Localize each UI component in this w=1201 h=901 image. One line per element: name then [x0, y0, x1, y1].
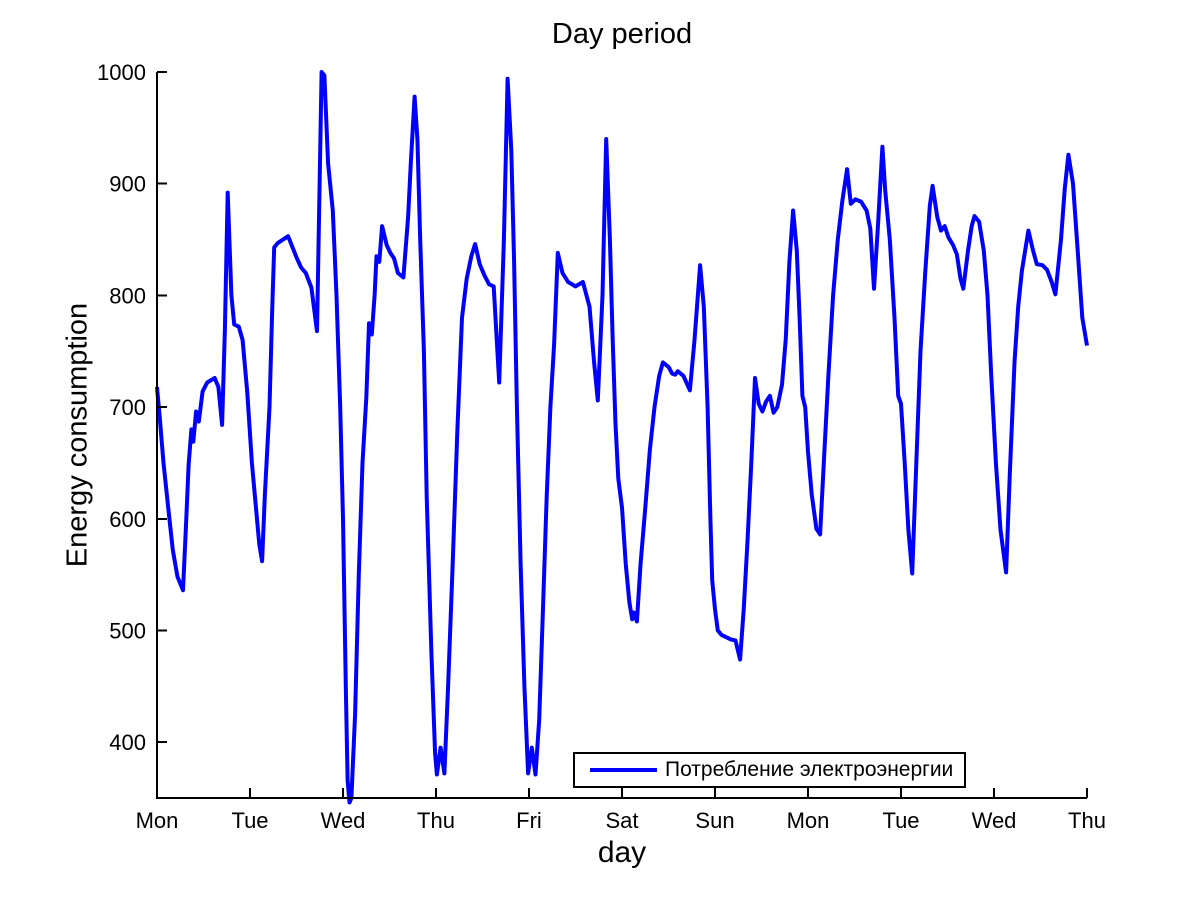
legend-line-sample	[590, 768, 657, 772]
y-tick-label: 900	[109, 172, 146, 197]
y-tick-label: 600	[109, 507, 146, 532]
y-tick-label: 700	[109, 395, 146, 420]
x-axis-label: day	[597, 836, 647, 869]
x-tick-label: Wed	[321, 808, 366, 833]
x-tick-label: Mon	[136, 808, 179, 833]
x-tick-label: Mon	[787, 808, 830, 833]
legend-label: Потребление электроэнергии	[665, 758, 954, 781]
x-tick-label: Tue	[882, 808, 919, 833]
x-tick-label: Sun	[695, 808, 734, 833]
legend: Потребление электроэнергии	[573, 752, 966, 788]
x-tick-label: Thu	[417, 808, 455, 833]
y-tick-label: 500	[109, 618, 146, 643]
y-axis-label: Energy consumption	[61, 302, 94, 568]
chart-title: Day period	[551, 18, 693, 50]
y-tick-label: 800	[109, 283, 146, 308]
energy-consumption-line	[155, 70, 1089, 805]
x-tick-label: Wed	[972, 808, 1017, 833]
x-tick-label: Thu	[1068, 808, 1106, 833]
x-tick-label: Fri	[516, 808, 542, 833]
x-tick-label: Tue	[231, 808, 268, 833]
y-tick-label: 1000	[97, 60, 146, 85]
x-tick-label: Sat	[605, 808, 638, 833]
y-tick-label: 400	[109, 730, 146, 755]
